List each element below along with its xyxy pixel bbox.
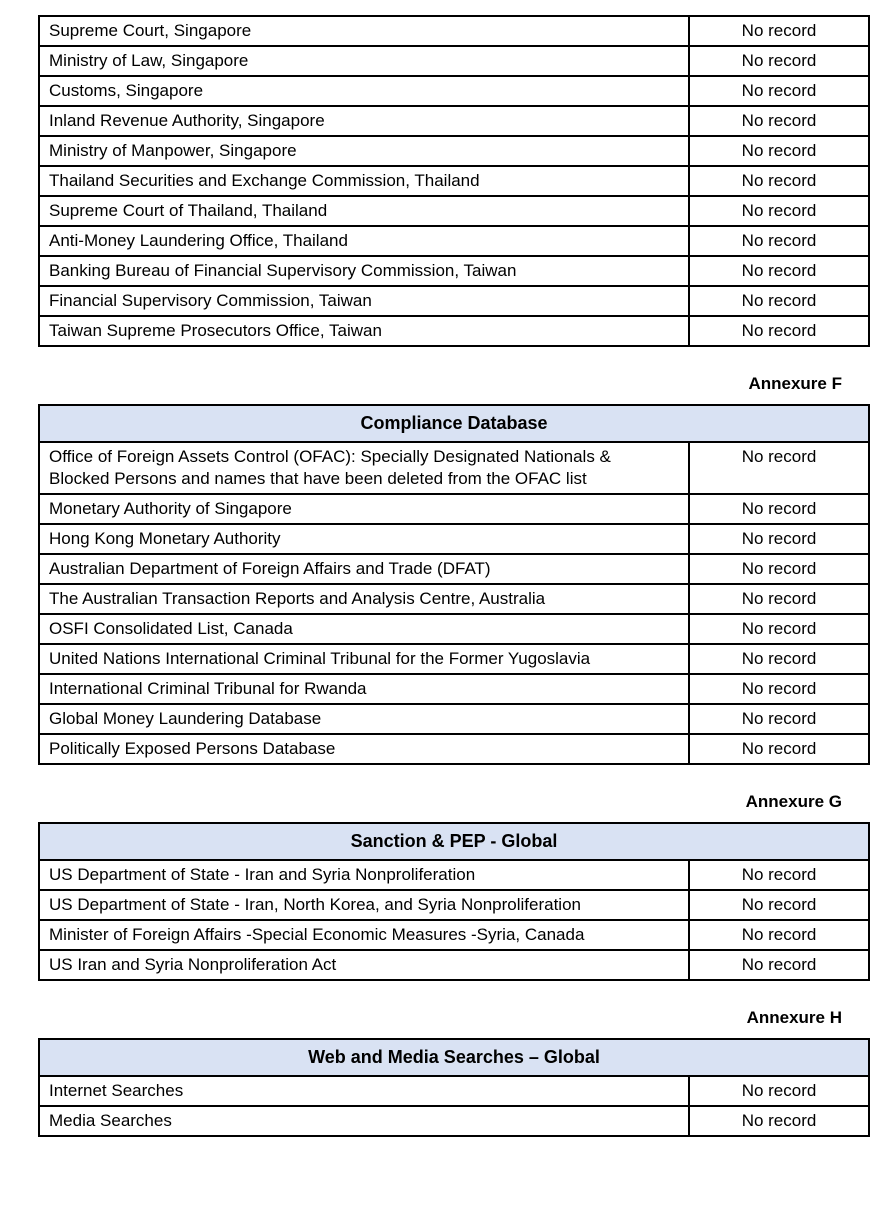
source-cell: US Iran and Syria Nonproliferation Act <box>38 949 690 981</box>
source-cell: The Australian Transaction Reports and A… <box>38 583 690 615</box>
table-row: Politically Exposed Persons Database No r… <box>38 733 871 765</box>
result-cell: No record <box>687 949 871 981</box>
source-cell: United Nations International Criminal Tr… <box>38 643 690 675</box>
source-cell: Ministry of Manpower, Singapore <box>38 135 690 167</box>
source-cell: Anti-Money Laundering Office, Thailand <box>38 225 690 257</box>
table-row: Inland Revenue Authority, Singapore No re… <box>38 105 870 137</box>
source-cell: International Criminal Tribunal for Rwan… <box>38 673 690 705</box>
result-cell: No record <box>687 859 871 891</box>
source-cell: Supreme Court of Thailand, Thailand <box>38 195 690 227</box>
source-cell: Taiwan Supreme Prosecutors Office, Taiwa… <box>38 315 690 347</box>
annexure-label: Annexure G <box>745 792 842 811</box>
result-cell: No record <box>687 441 871 495</box>
table-row: Anti-Money Laundering Office, Thailand No… <box>38 225 870 257</box>
result-cell: No record <box>687 553 871 585</box>
source-cell: Global Money Laundering Database <box>38 703 690 735</box>
result-cell: No record <box>687 703 871 735</box>
records-table: Compliance Database Office of Foreign Ass… <box>37 404 871 765</box>
result-cell: No record <box>688 75 870 107</box>
result-cell: No record <box>688 255 870 287</box>
table-row: Australian Department of Foreign Affairs… <box>38 553 871 585</box>
table-row: Thailand Securities and Exchange Commiss… <box>38 165 870 197</box>
table-row: OSFI Consolidated List, Canada No record <box>38 613 871 645</box>
result-cell: No record <box>688 15 870 47</box>
table-row: Office of Foreign Assets Control (OFAC):… <box>38 441 871 495</box>
table-title: Compliance Database <box>37 404 871 443</box>
source-cell: Hong Kong Monetary Authority <box>38 523 690 555</box>
source-cell: Customs, Singapore <box>38 75 690 107</box>
result-cell: No record <box>688 285 870 317</box>
table-row: US Iran and Syria Nonproliferation Act No… <box>38 949 871 981</box>
result-cell: No record <box>687 643 871 675</box>
table-row: Customs, Singapore No record <box>38 75 870 107</box>
result-cell: No record <box>688 165 870 197</box>
table-row: Supreme Court of Thailand, Thailand No re… <box>38 195 870 227</box>
source-cell: Internet Searches <box>38 1075 690 1107</box>
result-cell: No record <box>688 315 870 347</box>
records-table: Supreme Court, Singapore No record Ministr… <box>38 15 870 347</box>
table-row: Global Money Laundering Database No recor… <box>38 703 871 735</box>
table-row: Ministry of Law, Singapore No record <box>38 45 870 77</box>
table-row: US Department of State - Iran and Syria … <box>38 859 871 891</box>
source-cell: Politically Exposed Persons Database <box>38 733 690 765</box>
table-row: The Australian Transaction Reports and A… <box>38 583 871 615</box>
table-row: Financial Supervisory Commission, Taiwan… <box>38 285 870 317</box>
table-row: Supreme Court, Singapore No record <box>38 15 870 47</box>
result-cell: No record <box>688 105 870 137</box>
table-row: Ministry of Manpower, Singapore No record <box>38 135 870 167</box>
result-cell: No record <box>687 919 871 951</box>
source-cell: Banking Bureau of Financial Supervisory … <box>38 255 690 287</box>
table-row: International Criminal Tribunal for Rwan… <box>38 673 871 705</box>
table-row: US Department of State - Iran, North Kor… <box>38 889 871 921</box>
result-cell: No record <box>687 733 871 765</box>
source-cell: Monetary Authority of Singapore <box>38 493 690 525</box>
table-row: United Nations International Criminal Tr… <box>38 643 871 675</box>
result-cell: No record <box>687 493 871 525</box>
result-cell: No record <box>688 195 870 227</box>
result-cell: No record <box>687 673 871 705</box>
source-cell: Minister of Foreign Affairs -Special Eco… <box>38 919 690 951</box>
source-cell: US Department of State - Iran and Syria … <box>38 859 690 891</box>
annexure-label: Annexure H <box>746 1008 842 1027</box>
result-cell: No record <box>687 889 871 921</box>
table-title: Web and Media Searches – Global <box>37 1038 871 1077</box>
result-cell: No record <box>687 1105 871 1137</box>
table-header-row: Web and Media Searches – Global <box>37 1038 871 1077</box>
result-cell: No record <box>688 45 870 77</box>
table-row: Minister of Foreign Affairs -Special Eco… <box>38 919 871 951</box>
source-cell: Australian Department of Foreign Affairs… <box>38 553 690 585</box>
table-row: Banking Bureau of Financial Supervisory … <box>38 255 870 287</box>
result-cell: No record <box>687 1075 871 1107</box>
result-cell: No record <box>687 613 871 645</box>
source-cell: US Department of State - Iran, North Kor… <box>38 889 690 921</box>
table-title: Sanction & PEP - Global <box>37 822 871 861</box>
result-cell: No record <box>687 583 871 615</box>
table-row: Media Searches No record <box>38 1105 871 1137</box>
table-row: Taiwan Supreme Prosecutors Office, Taiwa… <box>38 315 870 347</box>
source-cell: Financial Supervisory Commission, Taiwan <box>38 285 690 317</box>
source-cell: Thailand Securities and Exchange Commiss… <box>38 165 690 197</box>
table-header-row: Compliance Database <box>37 404 871 443</box>
table-row: Hong Kong Monetary Authority No record <box>38 523 871 555</box>
source-cell: Inland Revenue Authority, Singapore <box>38 105 690 137</box>
result-cell: No record <box>687 523 871 555</box>
source-cell: OSFI Consolidated List, Canada <box>38 613 690 645</box>
result-cell: No record <box>688 225 870 257</box>
source-cell: Supreme Court, Singapore <box>38 15 690 47</box>
records-table: Sanction & PEP - Global US Department of … <box>37 822 871 981</box>
result-cell: No record <box>688 135 870 167</box>
document-page: Supreme Court, Singapore No record Ministr… <box>37 15 871 1137</box>
source-cell: Media Searches <box>38 1105 690 1137</box>
table-header-row: Sanction & PEP - Global <box>37 822 871 861</box>
source-cell: Ministry of Law, Singapore <box>38 45 690 77</box>
records-table: Web and Media Searches – Global Internet … <box>37 1038 871 1137</box>
table-row: Monetary Authority of Singapore No record <box>38 493 871 525</box>
table-row: Internet Searches No record <box>38 1075 871 1107</box>
source-cell: Office of Foreign Assets Control (OFAC):… <box>38 441 690 495</box>
annexure-label: Annexure F <box>748 374 842 393</box>
